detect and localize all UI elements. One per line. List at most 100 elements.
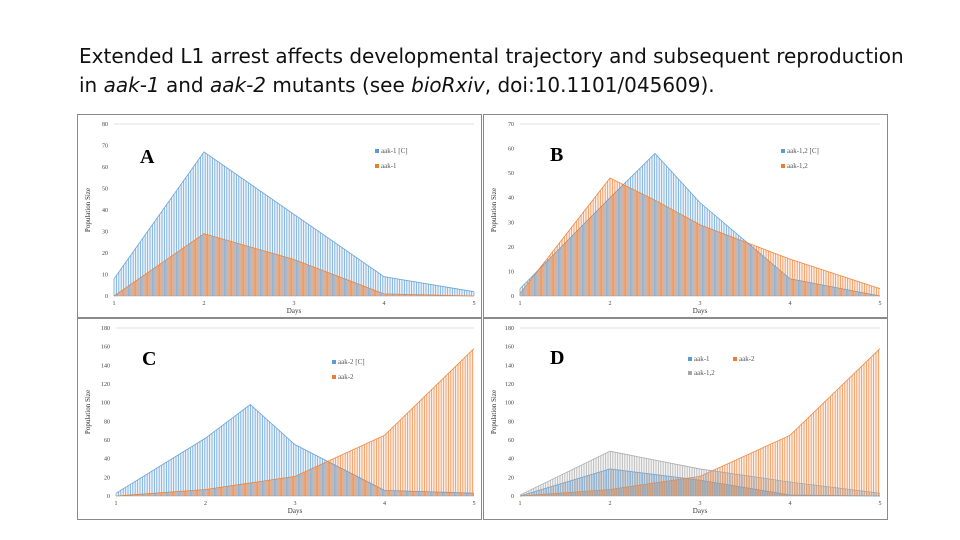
chart-legend: aak-1,2 [C] aak-1,2	[781, 147, 819, 170]
y-tick-label: 160	[505, 345, 514, 351]
chart-b-svg: 0 10 20 30 40 50 60 70 1 2 3 4 5 Days Population Size B…	[490, 122, 882, 315]
chart-d-svg: 0 20 40 60 80 100 120 140 160 180 1 2 3 4 5 Days Populat…	[490, 326, 882, 515]
legend-swatch	[688, 371, 692, 375]
y-tick-label: 140	[101, 363, 110, 369]
y-tick-label: 10	[102, 273, 108, 279]
legend-label: aak-1,2	[787, 162, 808, 170]
y-tick-label: 0	[511, 494, 514, 500]
series-aak-2	[115, 348, 475, 497]
x-axis-title: Days	[287, 307, 302, 315]
y-tick-label: 60	[508, 438, 514, 444]
y-tick-label: 20	[508, 245, 514, 251]
chart-legend: aak-2 [C] aak-2	[332, 358, 365, 381]
x-axis-title: Days	[288, 507, 303, 515]
x-tick-label: 2	[609, 501, 612, 507]
chart-legend: aak-1 aak-2 aak-1,2	[688, 355, 755, 377]
x-tick-label: 3	[699, 501, 702, 507]
x-tick-label: 5	[473, 301, 476, 307]
legend-label: aak-1	[381, 162, 397, 170]
y-tick-label: 0	[107, 494, 110, 500]
x-tick-label: 2	[203, 301, 206, 307]
x-tick-label: 1	[519, 501, 522, 507]
chart-c-svg: 0 20 40 60 80 100 120 140 160 180 1 2 3 4 5 Days Populat…	[84, 326, 476, 515]
legend-swatch	[781, 149, 785, 153]
y-axis-title: Population Size	[84, 188, 92, 232]
series-aak-2	[519, 348, 881, 497]
series-aak-2-c	[115, 404, 475, 496]
x-axis-title: Days	[693, 507, 708, 515]
x-axis-title: Days	[693, 307, 708, 315]
panel-letter: B	[550, 144, 563, 166]
series-outline	[113, 151, 475, 293]
panel-letter: D	[550, 347, 564, 369]
x-tick-label: 4	[383, 301, 386, 307]
y-tick-label: 100	[505, 401, 514, 407]
y-tick-label: 60	[104, 438, 110, 444]
legend-swatch	[332, 360, 336, 364]
title-journal: bioRxiv	[411, 73, 485, 97]
chart-panel-d: 0 20 40 60 80 100 120 140 160 180 1 2 3 4 5 Days Populat…	[483, 318, 888, 520]
x-tick-label: 5	[879, 501, 882, 507]
x-tick-label: 1	[519, 301, 522, 307]
x-tick-label: 2	[204, 501, 207, 507]
chart-panel-c: 0 20 40 60 80 100 120 140 160 180 1 2 3 4 5 Days Populat…	[77, 318, 482, 520]
series-outline	[519, 450, 881, 496]
legend-label: aak-1 [C]	[381, 147, 408, 155]
title-gene-aak-2: aak-2	[209, 73, 267, 97]
title-and: and	[159, 73, 210, 97]
x-tick-label: 1	[115, 501, 118, 507]
legend-swatch	[733, 357, 737, 361]
y-tick-label: 70	[508, 122, 514, 128]
legend-swatch	[332, 375, 336, 379]
y-tick-label: 0	[105, 294, 108, 300]
y-tick-label: 80	[104, 419, 110, 425]
y-tick-label: 20	[102, 251, 108, 257]
y-tick-label: 160	[101, 345, 110, 351]
y-tick-label: 100	[101, 401, 110, 407]
title-suffix: , doi:10.1101/045609).	[484, 73, 715, 97]
series-outline	[519, 177, 881, 294]
legend-label: aak-1,2 [C]	[787, 147, 819, 155]
x-tick-label: 4	[383, 501, 386, 507]
y-tick-label: 120	[101, 382, 110, 388]
y-tick-label: 180	[505, 326, 514, 332]
x-tick-label: 3	[699, 301, 702, 307]
x-tick-label: 4	[789, 301, 792, 307]
chart-panel-b: 0 10 20 30 40 50 60 70 1 2 3 4 5 Days Population Size B…	[483, 114, 888, 318]
series-outline	[519, 348, 881, 497]
y-axis-title: Population Size	[490, 188, 498, 232]
chart-panel-a: 0 10 20 30 40 50 60 70 80 1 2 3 4 5 Days Population Siz…	[77, 114, 482, 318]
x-tick-label: 4	[789, 501, 792, 507]
series-aak-1-2	[519, 177, 881, 296]
series-outline	[113, 233, 475, 297]
chart-a-svg: 0 10 20 30 40 50 60 70 80 1 2 3 4 5 Days Population Siz…	[84, 122, 476, 315]
legend-swatch	[781, 164, 785, 168]
y-tick-label: 80	[102, 122, 108, 128]
series-outline	[115, 404, 475, 494]
series-area-fill	[116, 348, 474, 496]
y-tick-label: 40	[508, 196, 514, 202]
y-tick-label: 140	[505, 363, 514, 369]
legend-swatch	[688, 357, 692, 361]
y-tick-label: 20	[508, 475, 514, 481]
y-tick-label: 40	[508, 457, 514, 463]
legend-label: aak-2 [C]	[338, 358, 365, 366]
panel-letter: A	[140, 146, 155, 168]
legend-label: aak-2	[338, 373, 354, 381]
y-tick-label: 70	[102, 144, 108, 150]
series-area-fill	[116, 404, 474, 496]
x-tick-label: 3	[294, 501, 297, 507]
title-gene-aak-1: aak-1	[103, 73, 160, 97]
y-tick-label: 60	[102, 165, 108, 171]
y-tick-label: 30	[102, 230, 108, 236]
y-tick-label: 80	[508, 419, 514, 425]
legend-swatch	[375, 164, 379, 168]
y-tick-label: 20	[104, 475, 110, 481]
series-outline	[519, 468, 881, 497]
series-aak-1-2	[519, 450, 881, 496]
y-tick-label: 50	[508, 171, 514, 177]
x-tick-label: 5	[473, 501, 476, 507]
y-tick-label: 10	[508, 269, 514, 275]
title-mid: mutants (see	[266, 73, 412, 97]
x-tick-label: 1	[113, 301, 116, 307]
